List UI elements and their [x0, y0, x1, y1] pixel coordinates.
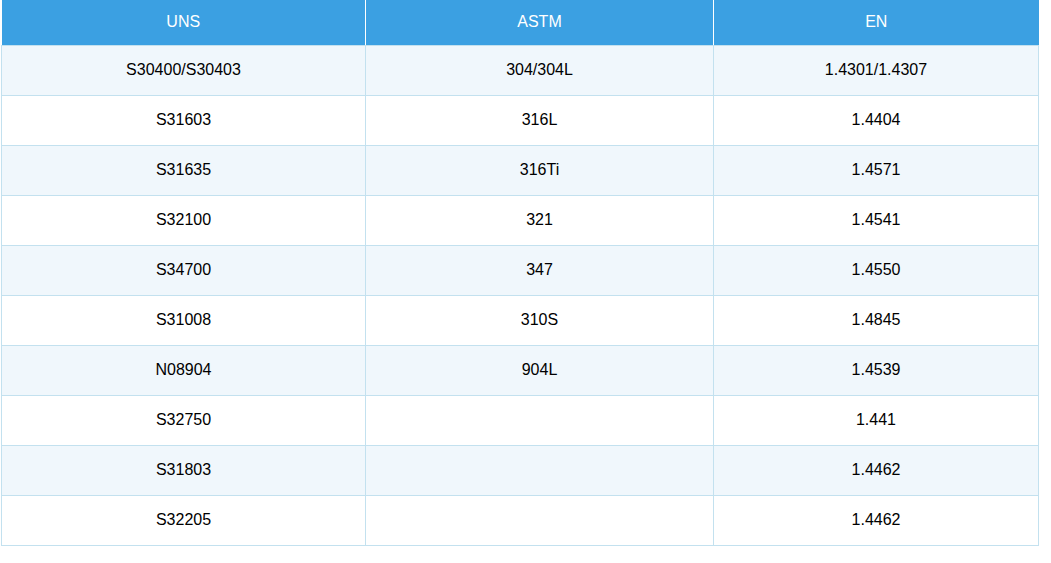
table-cell — [366, 495, 714, 545]
table-cell: S31635 — [2, 145, 366, 195]
steel-grade-equivalence-table: UNS ASTM EN S30400/S30403304/304L1.4301/… — [1, 0, 1039, 546]
table-cell — [366, 395, 714, 445]
header-row: UNS ASTM EN — [2, 0, 1039, 45]
table-cell: S31603 — [2, 95, 366, 145]
column-header-uns: UNS — [2, 0, 366, 45]
table-cell: 316L — [366, 95, 714, 145]
table-row: S31803 1.4462 — [2, 445, 1039, 495]
table-cell: 1.4541 — [714, 195, 1039, 245]
column-header-en: EN — [714, 0, 1039, 45]
table-row: S321003211.4541 — [2, 195, 1039, 245]
table-cell: 1.4301/1.4307 — [714, 45, 1039, 95]
table-row: S32750 1.441 — [2, 395, 1039, 445]
table-cell — [366, 445, 714, 495]
table-cell: S30400/S30403 — [2, 45, 366, 95]
page: UNS ASTM EN S30400/S30403304/304L1.4301/… — [0, 0, 1051, 563]
table-row: S31635316Ti1.4571 — [2, 145, 1039, 195]
column-header-astm: ASTM — [366, 0, 714, 45]
table-cell: 1.4462 — [714, 495, 1039, 545]
table-row: N08904904L1.4539 — [2, 345, 1039, 395]
table-header: UNS ASTM EN — [2, 0, 1039, 45]
table-cell: 1.4550 — [714, 245, 1039, 295]
table-cell: 347 — [366, 245, 714, 295]
table-cell: 316Ti — [366, 145, 714, 195]
table-cell: 1.4462 — [714, 445, 1039, 495]
table-cell: N08904 — [2, 345, 366, 395]
table-cell: 1.4539 — [714, 345, 1039, 395]
table-cell: S32205 — [2, 495, 366, 545]
table-cell: 321 — [366, 195, 714, 245]
table-cell: 310S — [366, 295, 714, 345]
table-cell: S31803 — [2, 445, 366, 495]
table-cell: S32750 — [2, 395, 366, 445]
table-cell: S32100 — [2, 195, 366, 245]
table-cell: 904L — [366, 345, 714, 395]
table-row: S347003471.4550 — [2, 245, 1039, 295]
table-row: S30400/S30403304/304L1.4301/1.4307 — [2, 45, 1039, 95]
table-cell: 304/304L — [366, 45, 714, 95]
table-cell: 1.441 — [714, 395, 1039, 445]
table-cell: 1.4845 — [714, 295, 1039, 345]
table-cell: S31008 — [2, 295, 366, 345]
table-row: S31603316L1.4404 — [2, 95, 1039, 145]
table-row: S31008310S1.4845 — [2, 295, 1039, 345]
table-cell: S34700 — [2, 245, 366, 295]
table-cell: 1.4571 — [714, 145, 1039, 195]
table-cell: 1.4404 — [714, 95, 1039, 145]
table-body: S30400/S30403304/304L1.4301/1.4307S31603… — [2, 45, 1039, 545]
table-row: S32205 1.4462 — [2, 495, 1039, 545]
